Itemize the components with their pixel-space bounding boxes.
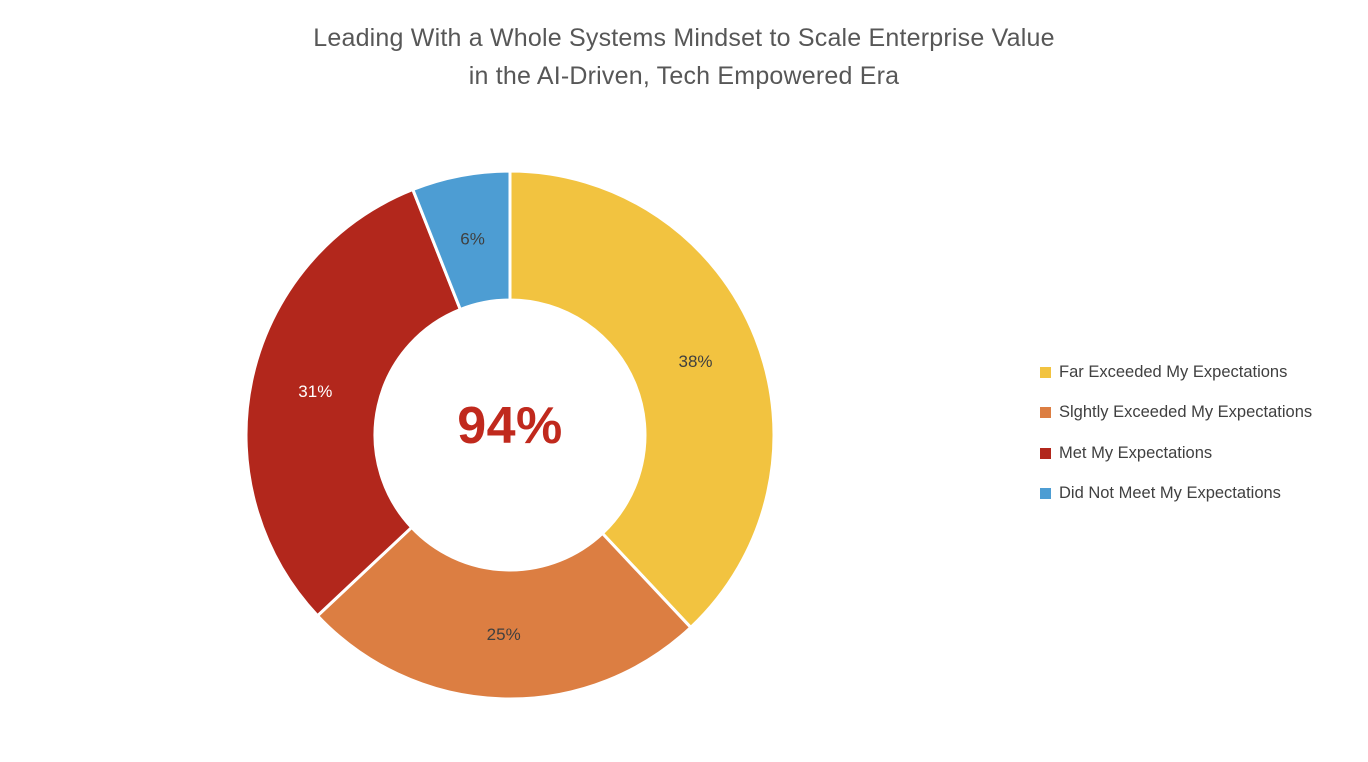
slice-label-2: 31% bbox=[298, 382, 332, 401]
donut-center-value: 94% bbox=[457, 397, 563, 455]
chart-title: Leading With a Whole Systems Mindset to … bbox=[0, 19, 1368, 95]
legend-label: Did Not Meet My Expectations bbox=[1059, 484, 1281, 503]
slice-label-0: 38% bbox=[678, 352, 712, 371]
donut-slice-0 bbox=[508, 169, 776, 629]
chart-legend: Far Exceeded My Expectations Slghtly Exce… bbox=[1040, 352, 1312, 514]
donut-slice-3 bbox=[411, 169, 512, 311]
donut-slice-2 bbox=[244, 188, 462, 618]
slice-label-3: 6% bbox=[460, 230, 485, 249]
legend-label: Slghtly Exceeded My Expectations bbox=[1059, 403, 1313, 422]
chart-title-line-2: in the AI-Driven, Tech Empowered Era bbox=[468, 62, 900, 90]
donut-chart: 38% 25% 31% 6% 94% bbox=[244, 169, 776, 701]
legend-label: Far Exceeded My Expectations bbox=[1059, 362, 1288, 381]
legend-item-1: Slghtly Exceeded My Expectations bbox=[1040, 393, 1312, 434]
legend-item-0: Far Exceeded My Expectations bbox=[1040, 352, 1312, 393]
legend-item-3: Did Not Meet My Expectations bbox=[1040, 474, 1312, 515]
chart-title-line-1: Leading With a Whole Systems Mindset to … bbox=[313, 24, 1055, 52]
legend-swatch-icon bbox=[1040, 488, 1051, 500]
slice-label-1: 25% bbox=[487, 625, 521, 644]
donut-slice-1 bbox=[316, 525, 693, 701]
legend-swatch-icon bbox=[1040, 447, 1051, 459]
legend-item-2: Met My Expectations bbox=[1040, 433, 1312, 474]
legend-label: Met My Expectations bbox=[1059, 443, 1213, 462]
legend-swatch-icon bbox=[1040, 366, 1051, 378]
legend-swatch-icon bbox=[1040, 407, 1051, 419]
